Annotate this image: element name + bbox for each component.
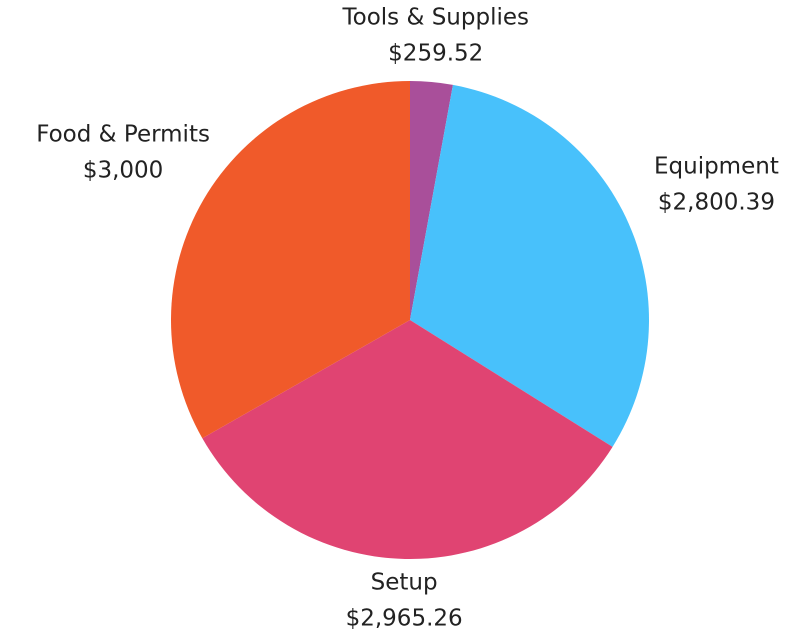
pie-slice (410, 84, 649, 447)
slice-label: Food & Permits (36, 122, 210, 148)
slice-label: Equipment (654, 153, 779, 179)
pie-slice (171, 81, 410, 439)
slice-value-label: $2,800.39 (658, 189, 775, 215)
pie-slice (410, 81, 453, 320)
pie-slice (202, 320, 613, 559)
slice-value-label: $3,000 (83, 158, 163, 184)
slice-value-label: $2,965.26 (346, 606, 463, 630)
slice-label: Tools & Supplies (341, 4, 529, 30)
slice-label: Setup (371, 570, 438, 596)
slice-value-label: $259.52 (388, 40, 483, 66)
